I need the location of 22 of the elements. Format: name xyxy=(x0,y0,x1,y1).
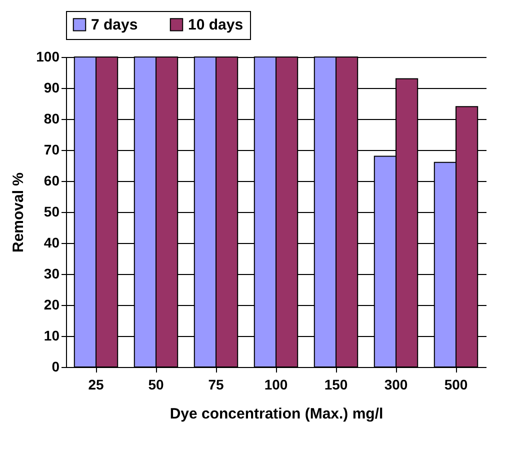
y-tick-label: 100 xyxy=(36,48,60,64)
x-tick-label: 100 xyxy=(264,376,288,392)
legend-label: 7 days xyxy=(91,16,138,34)
y-tick-label: 40 xyxy=(44,234,60,250)
x-tick-label: 75 xyxy=(208,376,224,392)
y-tick-label: 20 xyxy=(44,296,60,312)
y-tick-label: 60 xyxy=(44,172,60,188)
y-tick-label: 10 xyxy=(44,328,60,344)
legend-label: 10 days xyxy=(188,16,244,34)
y-tick-label: 50 xyxy=(44,204,60,220)
x-tick-label: 25 xyxy=(88,376,104,392)
y-tick-label: 80 xyxy=(44,110,60,126)
y-tick-label: 90 xyxy=(44,80,60,96)
y-tick-label: 70 xyxy=(44,142,60,158)
y-tick-label: 30 xyxy=(44,266,60,282)
x-tick-label: 500 xyxy=(444,376,468,392)
y-axis-title: Removal % xyxy=(10,172,28,253)
y-tick-label: 0 xyxy=(52,358,60,374)
x-tick-label: 300 xyxy=(384,376,408,392)
x-tick-label: 150 xyxy=(324,376,348,392)
x-axis-title: Dye concentration (Max.) mg/l xyxy=(170,406,384,422)
x-tick-label: 50 xyxy=(148,376,164,392)
